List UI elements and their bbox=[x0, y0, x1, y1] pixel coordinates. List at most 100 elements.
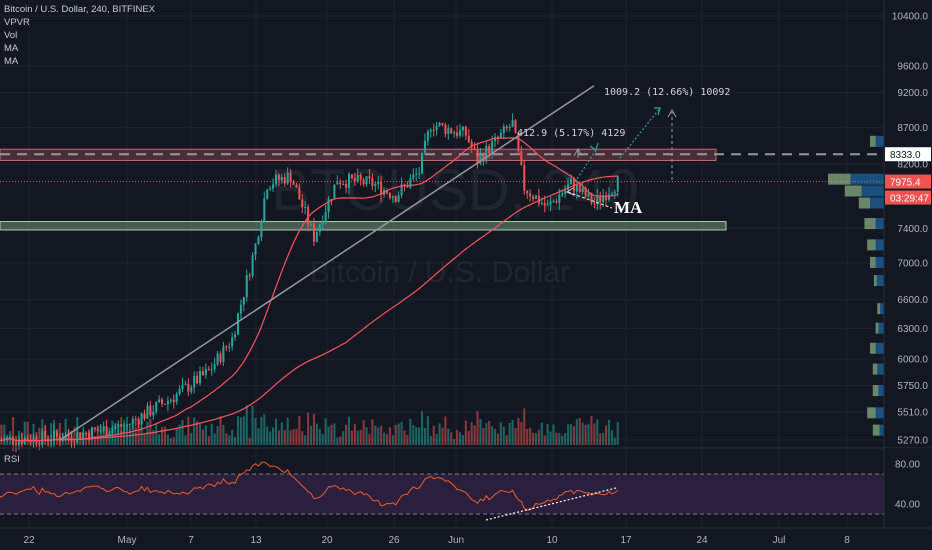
volume-bar bbox=[26, 421, 29, 445]
ma-pointer bbox=[567, 191, 613, 209]
volume-bar bbox=[210, 423, 213, 445]
volume-bar bbox=[444, 416, 447, 445]
candle bbox=[473, 147, 476, 150]
candle bbox=[514, 120, 517, 133]
candle bbox=[155, 402, 158, 412]
volume-bar bbox=[441, 427, 444, 445]
volume-bar bbox=[581, 422, 584, 445]
vpvr-row bbox=[870, 135, 884, 147]
volume-bar bbox=[41, 419, 44, 445]
vpvr-row-highlight bbox=[870, 256, 876, 268]
candle bbox=[479, 154, 482, 164]
vpvr-row bbox=[870, 256, 884, 268]
candle bbox=[456, 132, 459, 136]
volume-bar bbox=[234, 436, 237, 445]
candle bbox=[561, 193, 564, 196]
volume-bar bbox=[274, 418, 277, 445]
vpvr-row bbox=[858, 197, 884, 209]
volume-bar bbox=[409, 418, 412, 445]
last-price-label-bg bbox=[885, 174, 931, 189]
indicator-vol[interactable]: Vol bbox=[4, 30, 18, 41]
volume-bar bbox=[429, 435, 432, 445]
volume-bar bbox=[529, 427, 532, 445]
time-axis-bg bbox=[0, 528, 932, 550]
rsi-tick-0: 80.00 bbox=[895, 460, 920, 471]
volume-bar bbox=[216, 426, 219, 445]
candle bbox=[184, 383, 187, 385]
vpvr-row bbox=[828, 173, 884, 185]
volume-bar bbox=[523, 408, 526, 445]
volume-bar bbox=[228, 435, 231, 445]
candle bbox=[289, 172, 292, 182]
rsi-axis-bg bbox=[884, 448, 932, 528]
candle bbox=[517, 132, 520, 152]
candle bbox=[321, 222, 324, 225]
candle bbox=[534, 195, 537, 199]
volume-bar bbox=[269, 431, 272, 445]
volume-bar bbox=[394, 424, 397, 445]
vpvr-row-highlight bbox=[873, 275, 877, 287]
candle bbox=[222, 346, 225, 362]
candle bbox=[131, 418, 134, 424]
volume-bar bbox=[149, 418, 152, 445]
volume-bar bbox=[485, 423, 488, 445]
volume-bar bbox=[400, 421, 403, 445]
candle bbox=[464, 126, 467, 136]
candle bbox=[315, 231, 318, 242]
indicator-vpvr[interactable]: VPVR bbox=[4, 17, 30, 28]
candle bbox=[394, 196, 397, 202]
candle bbox=[409, 178, 412, 188]
candle bbox=[438, 122, 441, 126]
volume-bar bbox=[225, 433, 228, 445]
candle bbox=[102, 426, 105, 431]
volume-bar bbox=[20, 432, 23, 445]
candle bbox=[567, 184, 570, 190]
volume-bar bbox=[108, 427, 111, 445]
volume-bar bbox=[339, 436, 342, 445]
volume-bar bbox=[453, 438, 456, 445]
volume-bar bbox=[549, 431, 552, 445]
candle bbox=[161, 399, 164, 404]
indicator-ma-1[interactable]: MA bbox=[4, 43, 19, 54]
volume-bar bbox=[70, 431, 73, 445]
candle bbox=[301, 199, 304, 208]
candle bbox=[277, 174, 280, 181]
volume-bar bbox=[38, 427, 41, 445]
volume-bar bbox=[520, 422, 523, 445]
volume-bar bbox=[99, 423, 102, 445]
vpvr-row bbox=[844, 185, 884, 197]
volume-bar bbox=[9, 431, 12, 445]
vpvr-row-highlight bbox=[877, 303, 881, 315]
rsi-line bbox=[0, 461, 619, 511]
volume-bar bbox=[93, 436, 96, 445]
indicator-ma-2[interactable]: MA bbox=[4, 56, 19, 67]
time-tick-7: 10 bbox=[546, 535, 558, 546]
candle bbox=[605, 195, 608, 200]
price-axis-bg bbox=[884, 0, 932, 528]
volume-bar bbox=[362, 420, 365, 445]
last-price-label: 7975.4 bbox=[890, 178, 921, 189]
volume-bar bbox=[473, 425, 476, 445]
volume-bar bbox=[128, 430, 131, 445]
candle bbox=[564, 189, 567, 194]
volume-bar bbox=[239, 417, 242, 445]
projection-arrow-2 bbox=[619, 107, 661, 159]
vpvr-row-highlight bbox=[872, 363, 878, 375]
volume-bar bbox=[6, 434, 9, 445]
volume-bar bbox=[602, 432, 605, 445]
volume-bar bbox=[123, 423, 126, 445]
volume-bar bbox=[231, 429, 234, 445]
candle bbox=[190, 387, 193, 392]
volume-bar bbox=[467, 430, 470, 445]
volume-bar bbox=[158, 434, 161, 445]
candle bbox=[204, 368, 207, 375]
volume-bar bbox=[277, 430, 280, 445]
volume-bar bbox=[371, 419, 374, 445]
volume-bar bbox=[324, 418, 327, 445]
vpvr-row-highlight bbox=[864, 218, 876, 230]
candle bbox=[342, 183, 345, 185]
candle bbox=[529, 193, 532, 197]
volume-bar bbox=[534, 433, 537, 445]
